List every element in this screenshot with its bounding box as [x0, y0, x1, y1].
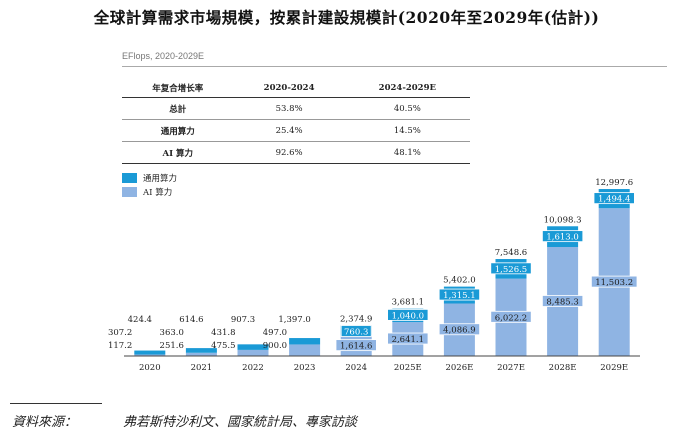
total-label: 10,098.3	[544, 215, 582, 225]
total-label: 3,681.1	[392, 298, 424, 308]
x-tick-label: 2023	[294, 363, 316, 373]
data-label-bg	[438, 288, 481, 301]
chart-title: 全球計算需求市場規模，按累計建設規模計(2020年至2029年(估計))	[93, 8, 600, 27]
legend-item-ai: AI 算力	[122, 185, 177, 199]
bar-general	[237, 344, 269, 350]
bar-general	[289, 338, 321, 345]
bar-general	[134, 350, 166, 355]
data-label-general: 1,613.0	[546, 233, 578, 243]
data-label-ai: 8,485.3	[546, 297, 578, 307]
legend-label: 通用算力	[143, 174, 178, 184]
data-label-general: 307.2	[108, 328, 132, 338]
data-label-bg	[591, 275, 638, 288]
data-label-bg	[542, 230, 584, 243]
unit-label: EFlops, 2020-2029E	[122, 51, 205, 61]
total-label: 5,402.0	[443, 276, 475, 286]
source-label: 資料來源：	[12, 415, 78, 430]
cagr-header-period-2: 2024-2029E	[344, 79, 470, 98]
data-label-general: 363.0	[160, 328, 184, 338]
cagr-header-period-1: 2020-2024	[233, 79, 345, 98]
data-label-bg	[542, 295, 584, 307]
cagr-value: 53.8%	[233, 97, 345, 120]
source-note: 資料來源： 弗若斯特沙利文、國家統計局、專家訪談	[12, 411, 357, 430]
unit-divider	[122, 66, 667, 67]
total-label: 424.4	[128, 315, 152, 325]
data-label-bg	[387, 308, 429, 321]
total-label: 907.3	[231, 315, 255, 325]
x-tick-label: 2025E	[394, 363, 422, 373]
cagr-row-label: AI 算力	[122, 141, 234, 164]
cagr-value: 40.5%	[344, 97, 470, 120]
bar-ai	[289, 344, 321, 356]
legend-swatch	[122, 187, 137, 197]
data-label-general: 497.0	[263, 328, 287, 338]
total-label: 1,397.0	[278, 315, 310, 325]
x-tick-label: 2027E	[497, 363, 525, 373]
bar-general	[185, 348, 217, 353]
x-tick-label: 2022	[242, 363, 264, 373]
data-label-bg	[490, 310, 532, 323]
x-tick-label: 2026E	[445, 363, 473, 373]
total-label: 2,374.9	[340, 314, 372, 324]
data-label-ai: 1,614.6	[340, 342, 372, 352]
data-label-general: 1,040.0	[392, 311, 424, 321]
cagr-row-label: 通用算力	[122, 119, 234, 142]
cagr-table: 年复合增长率 2020-2024 2024-2029E 总計 53.8% 40.…	[122, 79, 470, 164]
cagr-value: 14.5%	[344, 119, 470, 142]
x-tick-label: 2020	[139, 363, 161, 373]
total-label: 7,548.6	[495, 248, 527, 258]
data-label-bg	[387, 332, 429, 345]
data-label-ai: 900.0	[263, 341, 287, 351]
data-label-general: 431.8	[211, 328, 235, 338]
bar-ai	[237, 349, 269, 356]
data-label-ai: 251.6	[160, 341, 184, 351]
data-label-general: 1,526.5	[495, 265, 527, 275]
legend-swatch	[122, 173, 137, 183]
data-label-ai: 4,086.9	[443, 326, 475, 336]
x-tick-label: 2021	[191, 363, 213, 373]
legend-item-general: 通用算力	[122, 171, 177, 185]
data-label-general: 1,494.4	[598, 195, 630, 205]
bar-ai	[185, 352, 217, 356]
source-text: 弗若斯特沙利文、國家統計局、專家訪談	[123, 415, 358, 430]
cagr-header-label: 年复合增长率	[122, 79, 234, 98]
data-label-general: 1,315.1	[443, 291, 475, 301]
cagr-value: 92.6%	[233, 141, 345, 164]
data-label-bg	[438, 323, 481, 336]
data-label-ai: 117.2	[108, 341, 132, 351]
x-tick-label: 2024	[345, 363, 367, 373]
data-label-ai: 475.5	[211, 341, 235, 351]
source-divider	[10, 403, 102, 404]
total-label: 12,997.6	[595, 178, 633, 188]
data-label-bg	[490, 262, 532, 275]
cagr-value: 48.1%	[344, 141, 470, 164]
cagr-row-general: 通用算力 25.4% 14.5%	[122, 119, 470, 142]
chart-legend: 通用算力 AI 算力	[122, 171, 177, 199]
total-label: 614.6	[179, 315, 203, 325]
cagr-row-total: 总計 53.8% 40.5%	[122, 97, 470, 120]
data-label-ai: 2,641.1	[392, 335, 424, 345]
data-label-general: 760.3	[344, 327, 368, 337]
legend-label: AI 算力	[143, 188, 173, 198]
x-tick-label: 2028E	[549, 363, 577, 373]
bar-ai	[134, 354, 166, 356]
cagr-value: 25.4%	[233, 119, 345, 142]
data-label-bg	[593, 192, 635, 205]
x-tick-label: 2029E	[600, 363, 628, 373]
cagr-header-row: 年复合增长率 2020-2024 2024-2029E	[122, 79, 470, 98]
data-label-ai: 6,022.2	[495, 313, 527, 323]
cagr-row-label: 总計	[122, 97, 234, 120]
data-label-bg	[335, 339, 377, 352]
cagr-row-ai: AI 算力 92.6% 48.1%	[122, 141, 470, 164]
data-label-bg	[340, 325, 372, 337]
data-label-ai: 11,503.2	[595, 278, 633, 288]
